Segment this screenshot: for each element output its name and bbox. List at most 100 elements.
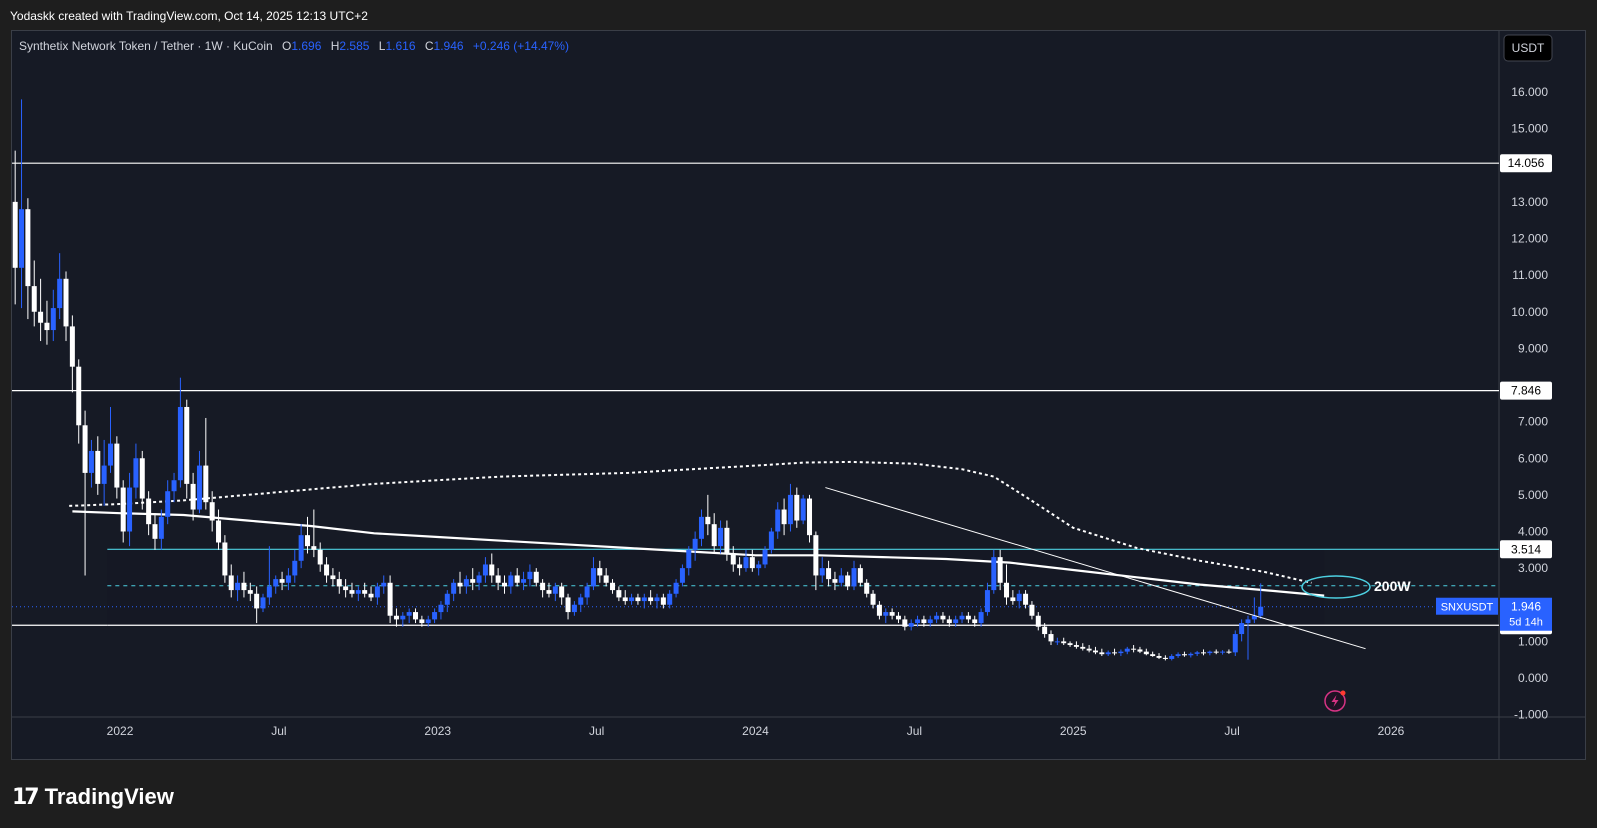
candle [959,612,965,624]
candle [406,608,412,624]
candle [1067,641,1073,647]
candle-body [12,201,18,268]
candle-body [393,615,399,620]
candle-body [1213,651,1219,653]
candle-body [1245,619,1251,624]
currency-button[interactable]: USDT [1503,34,1553,62]
candle [908,619,914,631]
candle [1048,630,1054,646]
y-tick-label: 3.000 [1518,561,1548,575]
candle-body [826,568,832,580]
candle-body [44,322,50,331]
lightning-icon[interactable] [1324,690,1346,712]
candle-body [1067,643,1073,646]
candle-body [571,604,577,613]
candle [533,568,539,587]
x-tick-label: 2025 [1060,724,1087,738]
level-price-box-2 [1500,540,1552,559]
candle-body [1175,654,1181,657]
candle-body [1016,593,1022,602]
candle-body [88,450,94,473]
candle [1042,623,1048,638]
current-price-tag: SNXUSDT 1.946 5d 14h [1436,597,1552,631]
candle-body [254,593,260,609]
candle-body [1010,597,1016,602]
candle-body [190,483,196,510]
candle [552,582,558,602]
candle-body [692,538,698,550]
candle [972,615,978,627]
candle-body [1169,656,1175,659]
candle [425,615,431,627]
candle-body [794,494,800,521]
candle-body [463,579,469,587]
candle-body [819,568,825,576]
candle [978,608,984,627]
candle-body [1150,654,1156,657]
candle [419,615,425,627]
candle-body [25,209,31,287]
candle-body [711,524,717,547]
time-axis-panel[interactable] [12,717,1585,759]
y-tick-label: 6.000 [1518,451,1548,465]
candle [393,608,399,627]
symbol-tag-text: SNXUSDT [1441,602,1494,614]
candle [432,608,438,624]
candle [171,472,177,503]
time-axis: 2022 Jul 2023 Jul 2024 Jul 2025 Jul 2026 [107,724,1405,738]
candle [565,593,571,620]
candle [292,549,298,583]
candles [12,99,1264,661]
candle [216,509,222,550]
candle-body [864,582,870,594]
candle-body [495,575,501,583]
candle-body [19,209,25,268]
candle-body [76,366,82,426]
candle-body [1162,657,1168,659]
attribution-text: Yodaskk created with TradingView.com, Oc… [10,9,368,23]
candle [158,509,164,550]
candle [1092,646,1098,655]
candle [139,450,145,510]
candle [470,568,476,591]
candle-body [1124,648,1130,652]
candle [743,549,749,572]
candle [1169,654,1175,661]
candle [25,198,31,320]
candle-body [133,458,139,488]
legend-high-label: H [331,39,340,53]
candle-body [965,615,971,620]
candle [934,612,940,624]
candle-body [838,575,844,583]
candle [718,520,724,554]
candle-body [730,553,736,565]
candle [832,571,838,591]
candle-body [165,491,171,517]
candle [482,557,488,583]
candle-body [756,564,762,569]
candle [184,399,190,499]
candle [648,590,654,605]
candle-body [743,557,749,569]
candle [1124,646,1130,655]
candle [737,557,743,576]
candle-body [330,575,336,580]
candle-body [832,579,838,583]
candle [775,502,781,539]
candle-body [641,597,647,602]
tradingview-logo[interactable]: 17 TradingView [12,782,174,812]
candle [584,582,590,605]
candle [1029,601,1035,620]
x-tick-label: Jul [589,724,604,738]
y-tick-label: 10.000 [1511,305,1548,319]
symbol-tag-box [1436,597,1498,615]
candle [953,615,959,627]
candle [781,498,787,536]
candle-body [705,516,711,525]
candle [444,590,450,613]
candle [1251,597,1257,624]
candle-body [432,612,438,620]
candle [845,571,851,591]
candle-body [228,575,234,591]
